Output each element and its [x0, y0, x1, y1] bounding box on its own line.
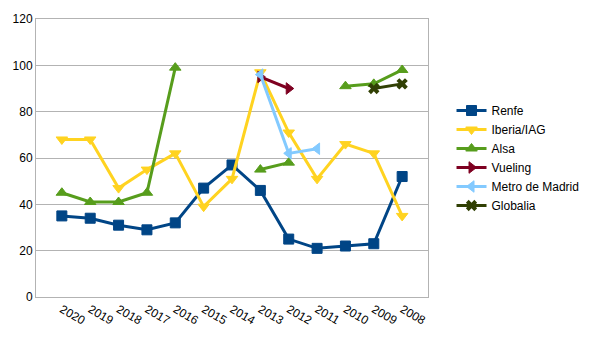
svg-text:Metro de Madrid: Metro de Madrid — [492, 180, 579, 194]
svg-text:Alsa: Alsa — [492, 142, 516, 156]
svg-text:2008: 2008 — [398, 302, 428, 328]
svg-text:2015: 2015 — [199, 302, 229, 328]
svg-text:2020: 2020 — [57, 302, 87, 328]
svg-text:2016: 2016 — [171, 302, 201, 328]
svg-text:2012: 2012 — [284, 302, 314, 328]
svg-text:40: 40 — [19, 198, 33, 212]
svg-text:80: 80 — [19, 105, 33, 119]
svg-text:Iberia/IAG: Iberia/IAG — [492, 123, 546, 137]
svg-text:2009: 2009 — [369, 302, 399, 328]
svg-text:2014: 2014 — [228, 302, 258, 328]
svg-text:120: 120 — [13, 12, 33, 26]
svg-text:2018: 2018 — [114, 302, 144, 328]
svg-text:0: 0 — [26, 290, 33, 304]
svg-text:60: 60 — [19, 151, 33, 165]
svg-text:2013: 2013 — [256, 302, 286, 328]
svg-text:Vueling: Vueling — [492, 161, 532, 175]
svg-text:20: 20 — [19, 244, 33, 258]
svg-text:100: 100 — [13, 59, 33, 73]
svg-text:2010: 2010 — [341, 302, 371, 328]
svg-text:2011: 2011 — [313, 302, 343, 327]
svg-text:2019: 2019 — [86, 302, 116, 328]
svg-text:2017: 2017 — [142, 302, 172, 328]
svg-text:Renfe: Renfe — [492, 104, 524, 118]
svg-text:Globalia: Globalia — [492, 199, 536, 213]
